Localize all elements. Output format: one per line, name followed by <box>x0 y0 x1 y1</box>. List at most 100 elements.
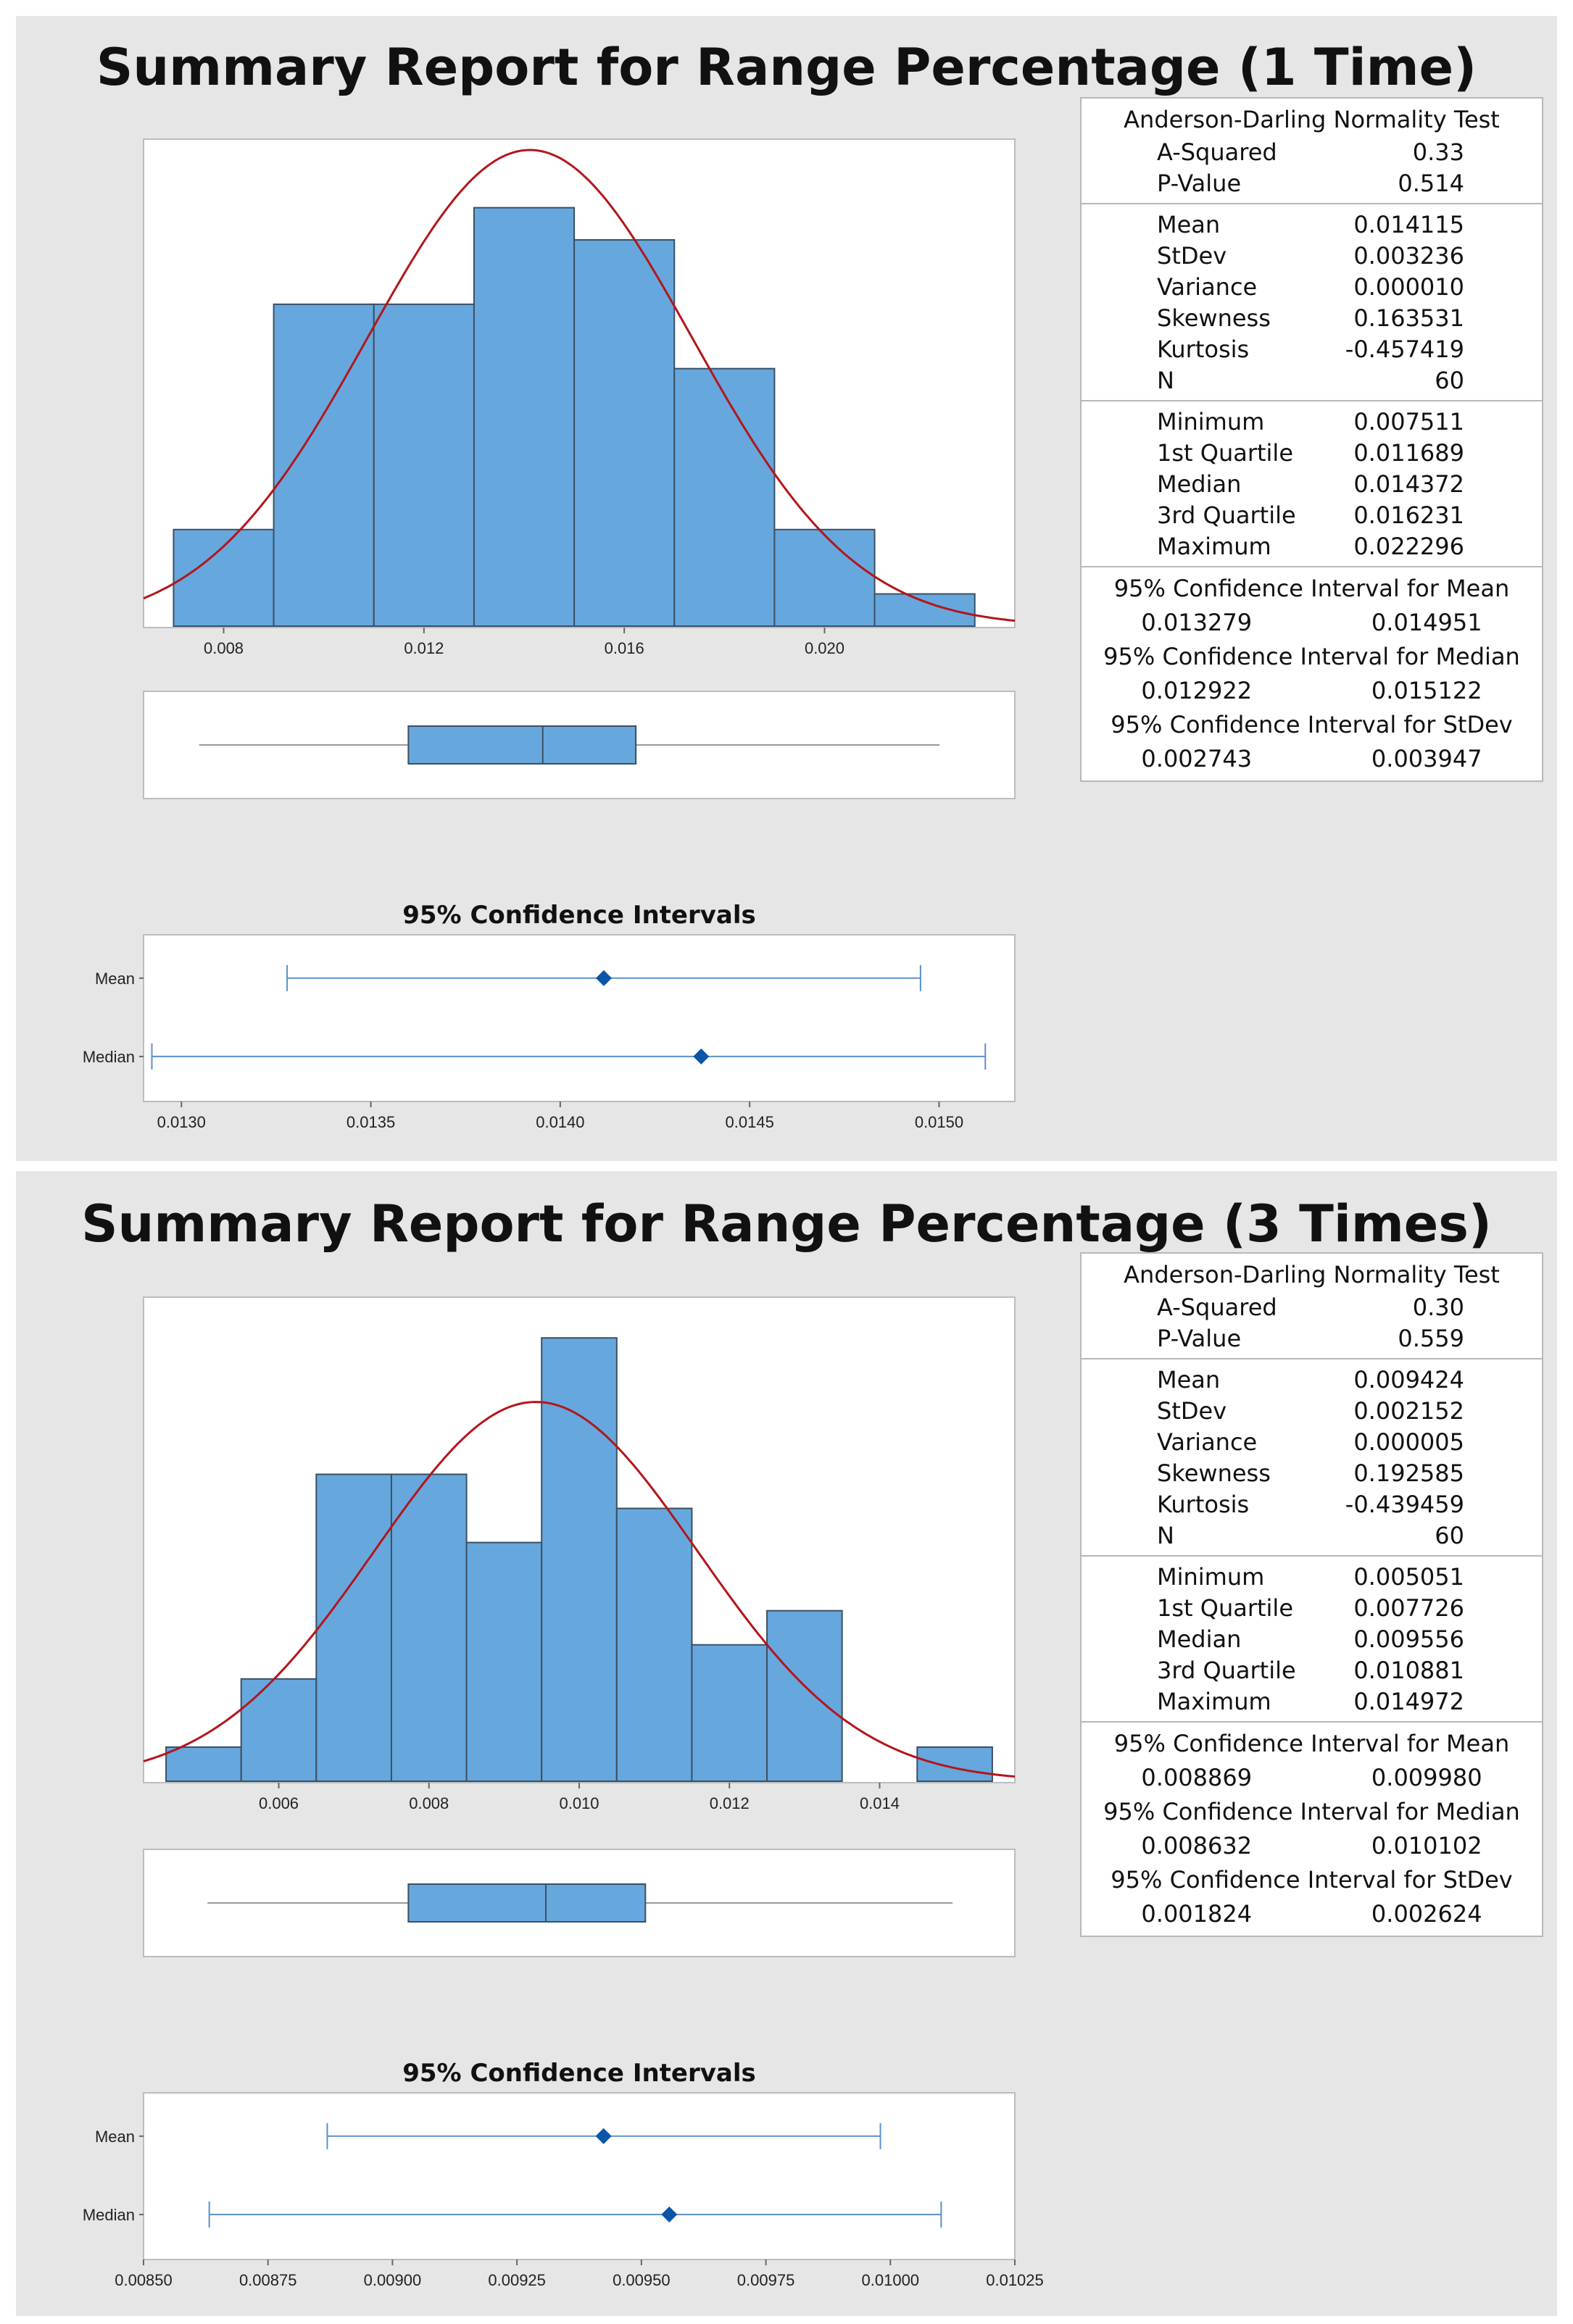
statistics-panel: Anderson-Darling Normality Test A-Square… <box>1080 97 1543 782</box>
stat-label: N <box>1157 1521 1174 1549</box>
ci-row-label: Mean <box>95 2128 135 2146</box>
histogram-bar <box>315 1473 392 1782</box>
stat-row: 3rd Quartile 0.010881 <box>1082 1654 1542 1686</box>
stat-value: 0.559 <box>1398 1324 1464 1352</box>
histogram-bar <box>373 303 475 627</box>
report-title: Summary Report for Range Percentage (3 T… <box>81 1194 1492 1254</box>
x-tick-label: 0.01000 <box>862 2271 920 2289</box>
ci-low: 0.008632 <box>1141 1832 1253 1859</box>
x-tick-label: 0.012 <box>710 1794 750 1812</box>
statistics-panel: Anderson-Darling Normality Test A-Square… <box>1080 1252 1543 1937</box>
moments-section: Mean 0.014115 StDev 0.003236 Variance 0.000… <box>1082 204 1542 401</box>
ci-row-label: Median <box>83 1048 135 1066</box>
stat-value: 0.000010 <box>1353 272 1464 301</box>
x-tick-label: 0.00925 <box>488 2271 546 2289</box>
stat-value: 0.005051 <box>1353 1562 1464 1591</box>
ci-low: 0.013279 <box>1141 609 1253 636</box>
stat-value: 0.003236 <box>1353 241 1464 270</box>
stat-label: StDev <box>1157 1396 1227 1425</box>
ci-high: 0.014951 <box>1371 609 1482 636</box>
stat-row: Maximum 0.022296 <box>1082 530 1542 562</box>
x-tick-label: 0.006 <box>259 1794 299 1812</box>
stat-row: Skewness 0.192585 <box>1082 1457 1542 1488</box>
histogram-bar <box>465 1541 543 1783</box>
ci-estimate-marker <box>693 1048 710 1065</box>
stat-row: StDev 0.002152 <box>1082 1395 1542 1426</box>
x-tick-label: 0.016 <box>605 639 644 657</box>
ci-values: 0.008869 0.009980 <box>1082 1760 1542 1795</box>
histogram-bar <box>473 207 576 628</box>
x-tick-label: 0.0135 <box>346 1113 395 1131</box>
stat-row: 3rd Quartile 0.016231 <box>1082 499 1542 530</box>
stat-label: StDev <box>1157 241 1227 270</box>
x-tick-label: 0.010 <box>559 1794 599 1812</box>
x-tick-label: 0.01025 <box>986 2271 1044 2289</box>
stat-label: Skewness <box>1157 304 1271 332</box>
stat-label: 3rd Quartile <box>1157 501 1296 529</box>
ci-values: 0.001824 0.002624 <box>1082 1896 1542 1931</box>
stat-row: Maximum 0.014972 <box>1082 1686 1542 1717</box>
boxplot-box <box>407 1883 647 1923</box>
stat-row: Minimum 0.007511 <box>1082 406 1542 437</box>
stat-value: 0.009556 <box>1353 1625 1464 1653</box>
quartiles-section: Minimum 0.007511 1st Quartile 0.011689 Med… <box>1082 401 1542 567</box>
stat-label: 1st Quartile <box>1157 1594 1293 1622</box>
stat-value: 0.007511 <box>1353 407 1464 436</box>
stat-label: 1st Quartile <box>1157 438 1293 467</box>
histogram-bar <box>390 1473 468 1782</box>
ci-low: 0.001824 <box>1141 1900 1253 1928</box>
histogram-bar <box>165 1746 242 1782</box>
stat-label: Median <box>1157 1625 1242 1653</box>
ci-high: 0.003947 <box>1371 745 1482 772</box>
stat-row: Variance 0.000005 <box>1082 1426 1542 1457</box>
stat-label: Skewness <box>1157 1459 1271 1487</box>
stat-row: Skewness 0.163531 <box>1082 302 1542 333</box>
ci-high: 0.002624 <box>1371 1900 1482 1928</box>
ci-heading: 95% Confidence Interval for Mean <box>1113 575 1510 602</box>
ci-values: 0.012922 0.015122 <box>1082 673 1542 708</box>
stat-row: Minimum 0.005051 <box>1082 1561 1542 1592</box>
ci-row-label: Mean <box>95 970 135 988</box>
stat-label: Median <box>1157 470 1242 498</box>
stat-value: 60 <box>1435 366 1464 394</box>
normality-test-section: Anderson-Darling Normality Test A-Square… <box>1082 99 1542 204</box>
ci-high: 0.009980 <box>1371 1764 1482 1791</box>
x-tick-label: 0.014 <box>860 1794 900 1812</box>
stat-value: 0.011689 <box>1353 438 1464 467</box>
stat-value: -0.457419 <box>1345 335 1464 363</box>
ci-values: 0.008632 0.010102 <box>1082 1828 1542 1863</box>
stat-label: P-Value <box>1157 1324 1242 1352</box>
stat-value: 0.014115 <box>1353 210 1464 238</box>
histogram-bar <box>916 1746 993 1782</box>
normality-test-heading: Anderson-Darling Normality Test <box>1124 1261 1500 1288</box>
confidence-intervals-section: 95% Confidence Interval for Mean 0.01327… <box>1082 567 1542 780</box>
stat-row: A-Squared 0.30 <box>1082 1291 1542 1323</box>
moments-section: Mean 0.009424 StDev 0.002152 Variance 0.000… <box>1082 1359 1542 1557</box>
stat-row: 1st Quartile 0.011689 <box>1082 437 1542 468</box>
stat-label: Variance <box>1157 272 1258 301</box>
ci-heading: 95% Confidence Interval for Median <box>1103 1798 1520 1825</box>
stat-row: Kurtosis -0.439459 <box>1082 1488 1542 1520</box>
summary-report-1: Summary Report for Range Percentage (1 T… <box>16 16 1557 1161</box>
normality-test-section: Anderson-Darling Normality Test A-Square… <box>1082 1254 1542 1359</box>
summary-report-2: Summary Report for Range Percentage (3 T… <box>16 1171 1557 2316</box>
histogram-bar <box>691 1644 768 1782</box>
stat-label: Mean <box>1157 210 1221 238</box>
stat-value: 0.007726 <box>1353 1594 1464 1622</box>
normal-fit-curve <box>143 149 1016 622</box>
histogram-bar <box>673 367 776 627</box>
stat-label: Variance <box>1157 1428 1258 1456</box>
histogram-bar <box>173 528 275 627</box>
stat-label: Kurtosis <box>1157 1490 1250 1518</box>
stat-label: A-Squared <box>1157 1293 1277 1321</box>
stat-value: 0.014372 <box>1353 470 1464 498</box>
x-tick-label: 0.00975 <box>737 2271 795 2289</box>
x-tick-label: 0.008 <box>409 1794 449 1812</box>
normality-test-heading: Anderson-Darling Normality Test <box>1124 106 1500 133</box>
x-tick-label: 0.00850 <box>115 2271 173 2289</box>
report-title: Summary Report for Range Percentage (1 T… <box>96 38 1477 97</box>
stat-value: 0.163531 <box>1353 304 1464 332</box>
stat-value: 0.016231 <box>1353 501 1464 529</box>
x-tick-label: 0.008 <box>204 639 244 657</box>
stat-row: A-Squared 0.33 <box>1082 136 1542 167</box>
